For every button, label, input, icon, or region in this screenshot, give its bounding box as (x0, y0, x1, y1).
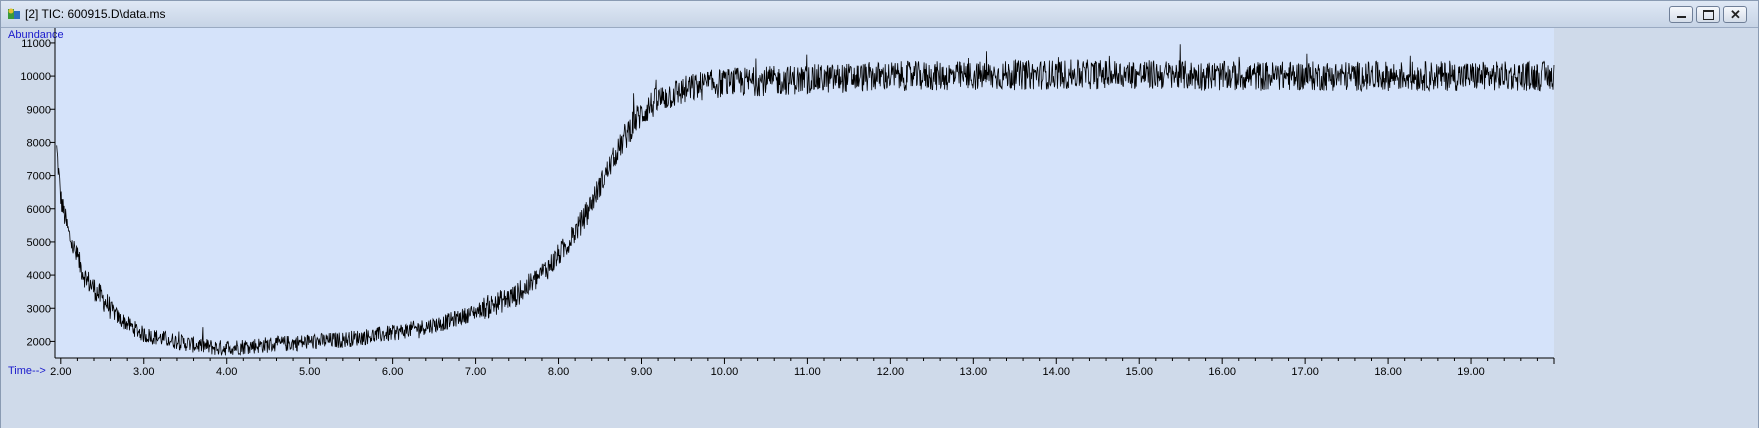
app-icon (8, 8, 20, 19)
close-icon: ✕ (1730, 7, 1741, 22)
x-tick-label: 16.00 (1208, 366, 1236, 378)
x-tick-label: 5.00 (299, 366, 320, 378)
tic-trace-line (56, 44, 1555, 356)
x-tick-label: 2.00 (50, 366, 71, 378)
x-tick-label: 8.00 (548, 366, 569, 378)
y-tick-label: 4000 (27, 270, 51, 282)
y-tick-label: 2000 (27, 336, 51, 348)
x-axis-label: Time--> (8, 365, 46, 377)
x-tick-label: 11.00 (794, 366, 821, 378)
y-tick-label: 11000 (21, 38, 51, 50)
x-tick-label: 4.00 (216, 366, 237, 378)
x-tick-label: 12.00 (877, 366, 905, 378)
x-tick-label: 7.00 (465, 366, 486, 378)
tic-chart: Abundance Time--> 2000 3000 4000 5000 6000 7000… (8, 28, 1555, 378)
y-tick-label: 9000 (27, 104, 51, 116)
y-tick-label: 5000 (27, 237, 51, 249)
maximize-button[interactable] (1696, 6, 1720, 23)
minimize-button[interactable] (1669, 6, 1693, 23)
x-tick-label: 9.00 (631, 366, 652, 378)
x-tick-label: 18.00 (1374, 366, 1402, 378)
maximize-icon (1703, 10, 1714, 20)
y-tick-label: 3000 (27, 303, 51, 315)
minimize-icon (1677, 16, 1686, 18)
x-tick-label: 3.00 (133, 366, 154, 378)
x-tick-label: 13.00 (960, 366, 988, 378)
x-tick-label: 19.00 (1457, 366, 1485, 378)
x-tick-label: 17.00 (1291, 366, 1319, 378)
y-tick-label: 10000 (20, 71, 51, 83)
y-tick-label: 8000 (27, 137, 51, 149)
title-bar[interactable]: [2] TIC: 600915.D\data.ms ✕ (1, 1, 1758, 28)
x-tick-label: 10.00 (711, 366, 739, 378)
y-axis-label: Abundance (8, 29, 64, 41)
close-button[interactable]: ✕ (1723, 6, 1747, 23)
x-tick-label: 6.00 (382, 366, 403, 378)
x-tick-label: 15.00 (1125, 366, 1153, 378)
y-tick-label: 6000 (27, 204, 51, 216)
chart-area: Abundance Time--> 2000 3000 4000 5000 6000 7000… (1, 28, 1758, 428)
x-tick-label: 14.00 (1043, 366, 1071, 378)
y-tick-label: 7000 (27, 171, 51, 183)
window-title: [2] TIC: 600915.D\data.ms (25, 7, 166, 21)
